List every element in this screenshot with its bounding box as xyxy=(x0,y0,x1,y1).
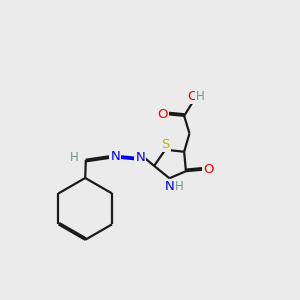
Text: O: O xyxy=(157,108,168,121)
Text: N: N xyxy=(135,151,145,164)
Text: S: S xyxy=(161,138,170,151)
Text: H: H xyxy=(70,151,79,164)
Text: H: H xyxy=(175,180,183,193)
Text: O: O xyxy=(187,90,198,103)
Text: N: N xyxy=(165,180,174,193)
Text: N: N xyxy=(110,150,120,163)
Text: O: O xyxy=(203,163,214,176)
Text: H: H xyxy=(196,90,205,103)
